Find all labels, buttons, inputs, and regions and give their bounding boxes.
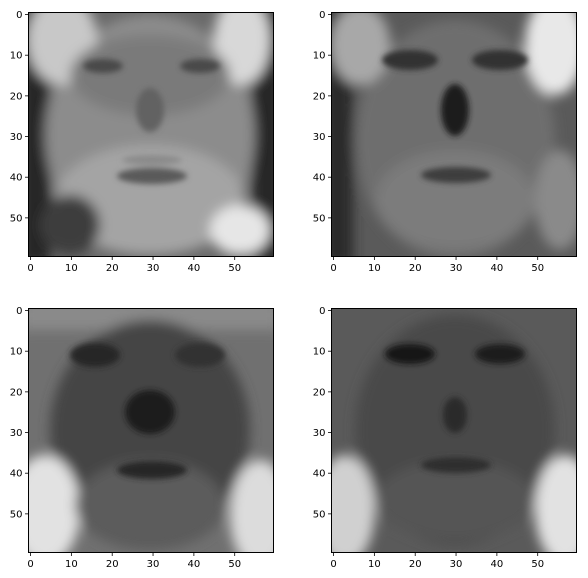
axes-frame-4 — [331, 308, 577, 553]
x-tick-label: 50 — [228, 263, 241, 274]
x-tick-label: 50 — [531, 559, 544, 570]
y-tick-label: 0 — [319, 306, 325, 317]
x-tick-label: 0 — [330, 263, 336, 274]
y-tick-label: 30 — [10, 132, 23, 143]
x-tick-label: 30 — [147, 559, 160, 570]
x-tick-label: 10 — [368, 559, 381, 570]
x-tick-label: 40 — [491, 263, 504, 274]
y-tick-label: 50 — [10, 509, 23, 520]
x-tick-label: 20 — [106, 559, 119, 570]
x-tick-label: 10 — [65, 559, 78, 570]
y-tick-label: 50 — [313, 509, 326, 520]
x-tick-label: 0 — [330, 559, 336, 570]
x-tick-label: 20 — [106, 263, 119, 274]
x-tick-label: 40 — [491, 559, 504, 570]
y-tick-label: 40 — [10, 173, 23, 184]
x-tick-label: 10 — [65, 263, 78, 274]
x-tick-label: 20 — [409, 263, 422, 274]
x-ticks-1: 0 10 20 30 40 50 — [27, 256, 241, 274]
heatmap-panel-1: 0 10 20 30 40 50 0 10 20 30 40 50 — [10, 10, 274, 274]
y-tick-label: 50 — [313, 213, 326, 224]
y-tick-label: 30 — [313, 428, 326, 439]
x-tick-label: 30 — [147, 263, 160, 274]
axes-frame-1 — [28, 12, 274, 257]
y-tick-label: 0 — [16, 306, 22, 317]
y-tick-label: 10 — [10, 347, 23, 358]
x-tick-label: 50 — [228, 559, 241, 570]
x-ticks-2: 0 10 20 30 40 50 — [330, 256, 544, 274]
y-tick-label: 20 — [313, 387, 326, 398]
x-ticks-3: 0 10 20 30 40 50 — [27, 552, 241, 570]
x-tick-label: 40 — [188, 263, 201, 274]
y-tick-label: 50 — [10, 213, 23, 224]
y-ticks-2: 0 10 20 30 40 50 — [313, 10, 332, 224]
x-ticks-4: 0 10 20 30 40 50 — [330, 552, 544, 570]
y-tick-label: 20 — [10, 91, 23, 102]
y-tick-label: 20 — [10, 387, 23, 398]
heatmap-image-1 — [28, 12, 274, 257]
x-tick-label: 20 — [409, 559, 422, 570]
x-tick-label: 0 — [27, 263, 33, 274]
y-tick-label: 10 — [313, 51, 326, 62]
y-tick-label: 40 — [313, 173, 326, 184]
axes-frame-2 — [331, 12, 577, 257]
y-tick-label: 40 — [10, 469, 23, 480]
x-tick-label: 10 — [368, 263, 381, 274]
y-tick-label: 10 — [313, 347, 326, 358]
y-tick-label: 10 — [10, 51, 23, 62]
y-tick-label: 20 — [313, 91, 326, 102]
y-ticks-1: 0 10 20 30 40 50 — [10, 10, 29, 224]
heatmap-image-4 — [331, 308, 577, 553]
y-tick-label: 30 — [10, 428, 23, 439]
x-tick-label: 30 — [450, 263, 463, 274]
heatmap-panel-3: 0 10 20 30 40 50 0 10 20 30 40 50 — [10, 306, 274, 570]
heatmap-image-3 — [28, 308, 274, 553]
y-tick-label: 30 — [313, 132, 326, 143]
y-ticks-4: 0 10 20 30 40 50 — [313, 306, 332, 520]
x-tick-label: 30 — [450, 559, 463, 570]
heatmap-panel-2: 0 10 20 30 40 50 0 10 20 30 40 50 — [313, 10, 577, 274]
axes-frame-3 — [28, 308, 274, 553]
y-tick-label: 0 — [319, 10, 325, 21]
x-tick-label: 0 — [27, 559, 33, 570]
x-tick-label: 40 — [188, 559, 201, 570]
x-tick-label: 50 — [531, 263, 544, 274]
heatmap-panel-4: 0 10 20 30 40 50 0 10 20 30 40 50 — [313, 306, 577, 570]
heatmap-image-2 — [331, 12, 577, 257]
y-tick-label: 40 — [313, 469, 326, 480]
y-tick-label: 0 — [16, 10, 22, 21]
y-ticks-3: 0 10 20 30 40 50 — [10, 306, 29, 520]
